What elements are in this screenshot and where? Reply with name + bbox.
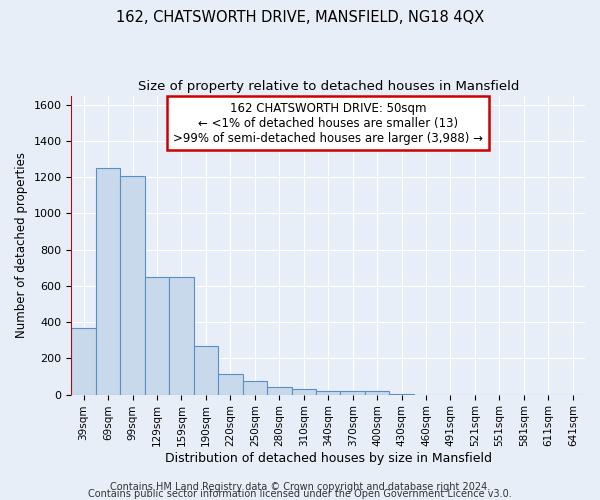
Bar <box>96 168 121 394</box>
Bar <box>218 374 242 394</box>
Bar <box>316 391 340 394</box>
Bar <box>292 389 316 394</box>
Y-axis label: Number of detached properties: Number of detached properties <box>15 152 28 338</box>
Bar <box>121 176 145 394</box>
Bar <box>194 346 218 395</box>
X-axis label: Distribution of detached houses by size in Mansfield: Distribution of detached houses by size … <box>165 452 492 465</box>
Bar <box>242 381 267 394</box>
Text: Contains public sector information licensed under the Open Government Licence v3: Contains public sector information licen… <box>88 489 512 499</box>
Bar <box>145 277 169 394</box>
Text: 162, CHATSWORTH DRIVE, MANSFIELD, NG18 4QX: 162, CHATSWORTH DRIVE, MANSFIELD, NG18 4… <box>116 10 484 25</box>
Bar <box>340 391 365 394</box>
Bar <box>71 328 96 394</box>
Bar <box>365 391 389 394</box>
Bar <box>267 388 292 394</box>
Bar <box>169 277 194 394</box>
Text: 162 CHATSWORTH DRIVE: 50sqm
← <1% of detached houses are smaller (13)
>99% of se: 162 CHATSWORTH DRIVE: 50sqm ← <1% of det… <box>173 102 483 144</box>
Text: Contains HM Land Registry data © Crown copyright and database right 2024.: Contains HM Land Registry data © Crown c… <box>110 482 490 492</box>
Title: Size of property relative to detached houses in Mansfield: Size of property relative to detached ho… <box>137 80 519 93</box>
